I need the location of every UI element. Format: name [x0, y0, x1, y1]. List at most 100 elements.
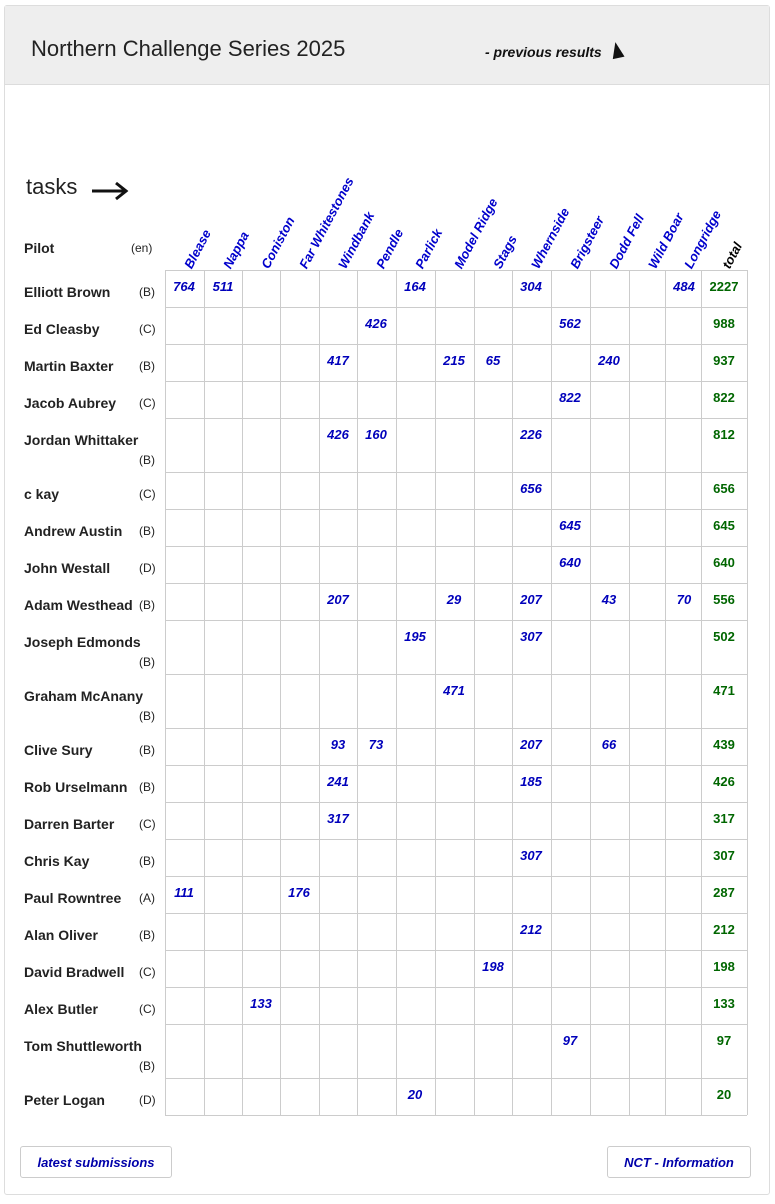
total-score: 20: [716, 1087, 732, 1102]
pilot-class: (C): [139, 965, 156, 979]
pilot-class: (B): [139, 1059, 155, 1073]
task-score: 764: [173, 279, 195, 294]
task-score: 97: [562, 1033, 578, 1048]
pilot-class: (B): [139, 655, 155, 669]
page-title: Northern Challenge Series 2025: [31, 36, 346, 61]
nct-information-button[interactable]: NCT - Information: [607, 1146, 751, 1178]
total-score: 317: [713, 811, 735, 826]
total-score: 640: [713, 555, 735, 570]
task-score: 317: [327, 811, 349, 826]
task-score: 70: [676, 592, 692, 607]
total-score: 502: [713, 629, 735, 644]
task-score: 471: [443, 683, 465, 698]
task-score: 207: [520, 592, 542, 607]
arrow-right-icon: [92, 181, 129, 201]
pilot-class: (C): [139, 396, 156, 410]
task-score: 212: [520, 922, 542, 937]
task-score: 65: [485, 353, 501, 368]
task-score: 164: [404, 279, 426, 294]
task-score: 73: [368, 737, 384, 752]
previous-results-link[interactable]: - previous results: [485, 44, 602, 60]
pilot-name: Ed Cleasby: [24, 321, 100, 337]
task-score: 645: [559, 518, 581, 533]
task-score: 656: [520, 481, 542, 496]
task-score: 93: [330, 737, 346, 752]
pilot-class: (A): [139, 891, 155, 905]
total-score: 439: [713, 737, 735, 752]
pilot-name: Adam Westhead: [24, 597, 133, 613]
task-score: 195: [404, 629, 426, 644]
task-score: 304: [520, 279, 542, 294]
task-score: 822: [559, 390, 581, 405]
class-column-header: (en): [131, 241, 153, 255]
task-score: 307: [520, 848, 542, 863]
pilot-name: Andrew Austin: [24, 523, 123, 539]
task-score: 426: [365, 316, 387, 331]
pilot-name: David Bradwell: [24, 964, 125, 980]
total-score: 307: [713, 848, 735, 863]
task-score: 426: [327, 427, 349, 442]
task-score: 417: [327, 353, 349, 368]
task-score: 176: [288, 885, 310, 900]
pilot-class: (C): [139, 817, 156, 831]
pilot-column-header: Pilot: [24, 240, 55, 256]
pilot-class: (B): [139, 524, 155, 538]
task-score: 29: [446, 592, 462, 607]
total-score: 656: [713, 481, 735, 496]
pilot-name: John Westall: [24, 560, 111, 576]
pilot-class: (B): [139, 780, 155, 794]
pilot-name: Jacob Aubrey: [24, 395, 117, 411]
total-score: 645: [713, 518, 735, 533]
task-score: 511: [212, 279, 234, 294]
task-score: 160: [365, 427, 387, 442]
pilot-name: Peter Logan: [24, 1092, 105, 1108]
total-score: 471: [713, 683, 735, 698]
pilot-class: (C): [139, 1002, 156, 1016]
total-score: 97: [716, 1033, 732, 1048]
task-score: 207: [520, 737, 542, 752]
task-score: 640: [559, 555, 581, 570]
total-score: 988: [713, 316, 735, 331]
total-score: 212: [713, 922, 735, 937]
pilot-name: Elliott Brown: [24, 284, 111, 300]
pilot-class: (B): [139, 598, 155, 612]
pilot-name: Rob Urselmann: [24, 779, 128, 795]
tasks-label: tasks: [26, 174, 78, 199]
task-score: 241: [327, 774, 349, 789]
task-score: 484: [673, 279, 695, 294]
pilot-name: Clive Sury: [24, 742, 93, 758]
total-score: 556: [713, 592, 735, 607]
total-score: 198: [713, 959, 735, 974]
total-score: 287: [713, 885, 735, 900]
pilot-class: (B): [139, 854, 155, 868]
panel-header: Northern Challenge Series 2025 - previou…: [5, 6, 769, 85]
task-score: 133: [250, 996, 272, 1011]
pilot-name: Martin Baxter: [24, 358, 114, 374]
pilot-class: (D): [139, 1093, 156, 1107]
pilot-class: (B): [139, 453, 155, 467]
total-score: 2227: [709, 279, 739, 294]
pilot-name: Joseph Edmonds: [24, 634, 141, 650]
total-score: 937: [713, 353, 735, 368]
pilot-name: Alan Oliver: [24, 927, 98, 943]
total-score: 426: [713, 774, 735, 789]
task-score: 240: [598, 353, 620, 368]
pilot-name: c kay: [24, 486, 60, 502]
task-score: 562: [559, 316, 581, 331]
task-score: 66: [601, 737, 617, 752]
pilot-name: Chris Kay: [24, 853, 90, 869]
task-score: 207: [327, 592, 349, 607]
task-score: 215: [443, 353, 465, 368]
pilot-class: (C): [139, 322, 156, 336]
total-score: 822: [713, 390, 735, 405]
total-score: 812: [713, 427, 735, 442]
task-score: 185: [520, 774, 542, 789]
task-score: 111: [174, 885, 194, 900]
task-score: 43: [601, 592, 617, 607]
latest-submissions-button[interactable]: latest submissions: [20, 1146, 172, 1178]
results-panel: Northern Challenge Series 2025 - previou…: [4, 5, 770, 1195]
task-score: 198: [482, 959, 504, 974]
pilot-class: (B): [139, 285, 155, 299]
pilot-name: Darren Barter: [24, 816, 115, 832]
pilot-name: Tom Shuttleworth: [24, 1038, 142, 1054]
